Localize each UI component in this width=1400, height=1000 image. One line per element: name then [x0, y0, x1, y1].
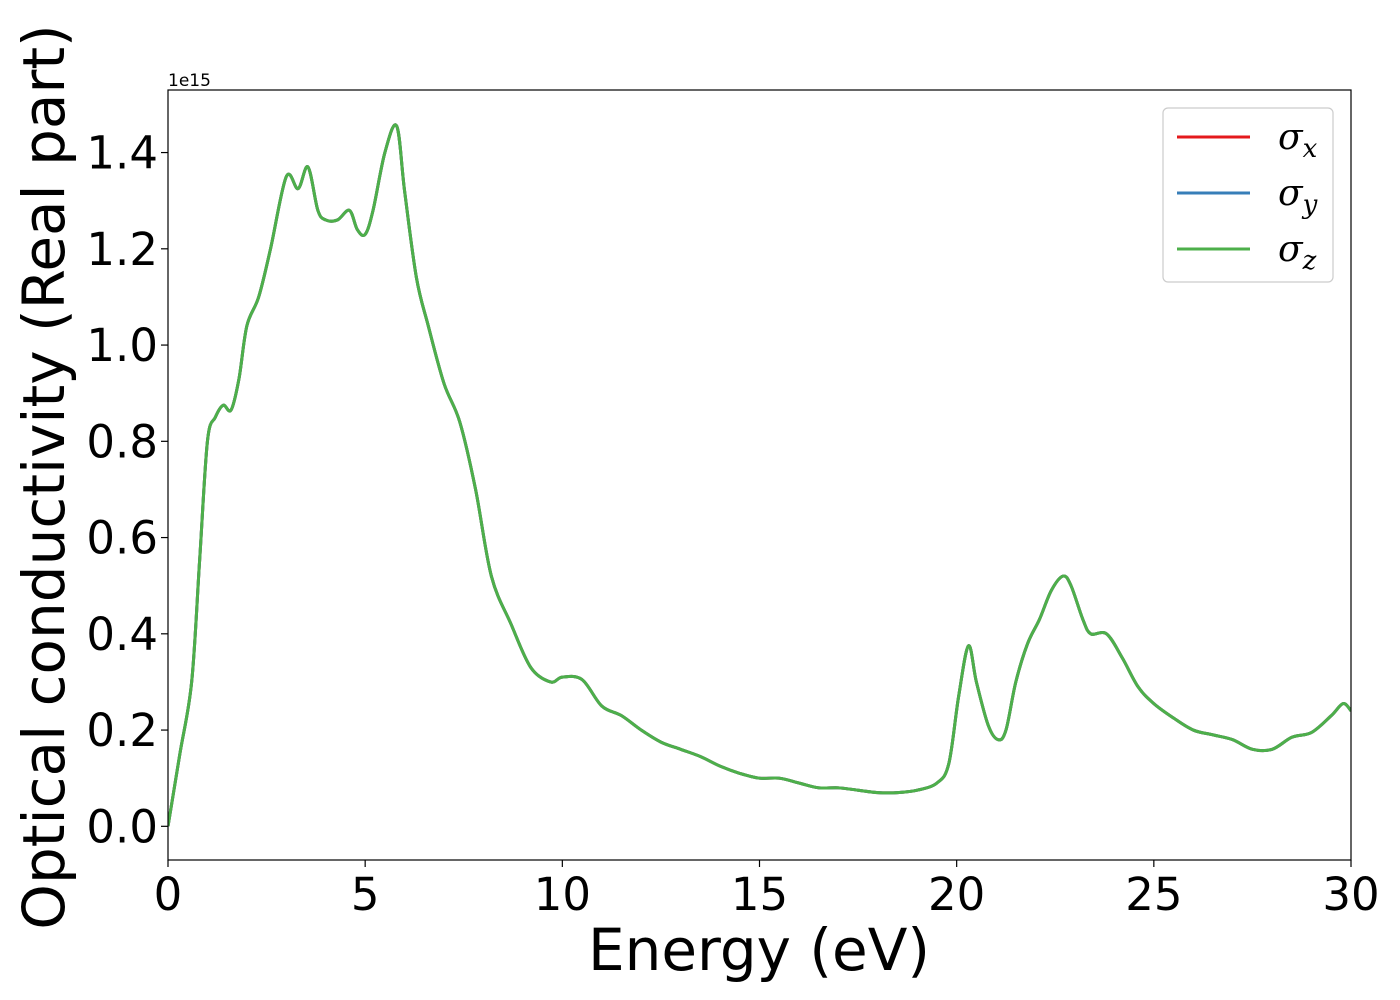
legend-label-x: σx — [1278, 117, 1318, 164]
x-tick-label: 30 — [1322, 868, 1379, 921]
x-tick-label: 5 — [351, 868, 380, 921]
x-tick-label: 10 — [534, 868, 591, 921]
y-tick-label: 0.0 — [86, 800, 158, 853]
x-tick-label: 25 — [1125, 868, 1182, 921]
y-tick-label: 1.4 — [86, 127, 158, 180]
legend-box — [1162, 107, 1334, 283]
legend: σx σy σz — [1162, 107, 1334, 283]
x-tick-label: 20 — [928, 868, 985, 921]
x-axis-title: Energy (eV) — [588, 916, 930, 984]
y-tick-label: 0.6 — [86, 512, 158, 565]
x-tick-label: 0 — [154, 868, 183, 921]
y-tick-label: 0.2 — [86, 704, 158, 757]
y-axis-title: Optical conductivity (Real part) — [10, 24, 78, 929]
y-tick-label: 1.2 — [86, 223, 158, 276]
y-tick-label: 0.8 — [86, 415, 158, 468]
x-axis: 0 5 10 15 20 25 30 — [154, 860, 1380, 921]
legend-label-z: σz — [1278, 229, 1317, 276]
y-tick-label: 0.4 — [86, 608, 158, 661]
x-tick-label: 15 — [731, 868, 788, 921]
series-layer — [168, 123, 1351, 827]
series-line-σz — [168, 123, 1351, 827]
y-axis: 0.0 0.2 0.4 0.6 0.8 1.0 1.2 1.4 — [86, 127, 168, 853]
y-offset-label: 1e15 — [168, 71, 211, 91]
y-tick-label: 1.0 — [86, 319, 158, 372]
legend-label-y: σy — [1278, 173, 1318, 220]
